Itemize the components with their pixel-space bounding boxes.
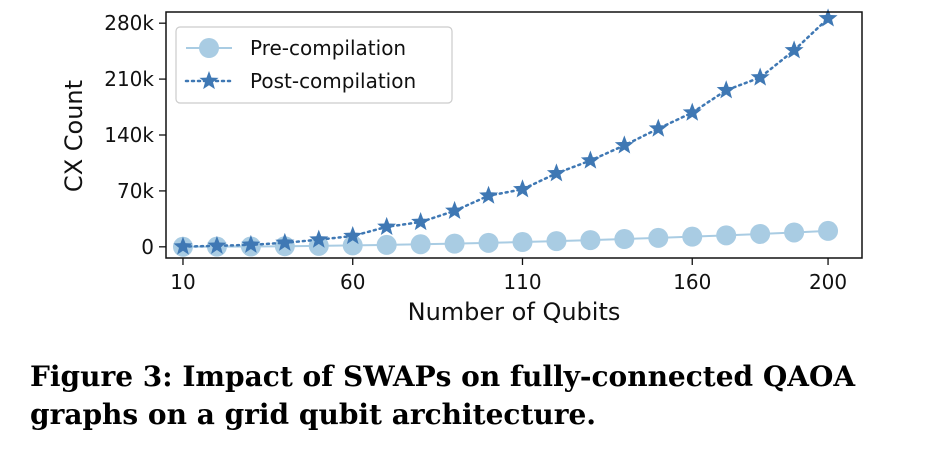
data-point <box>580 150 600 169</box>
legend-marker <box>199 38 219 58</box>
series-post-compilation <box>173 8 838 255</box>
data-point <box>377 216 397 235</box>
data-point <box>784 40 804 59</box>
data-point <box>308 235 329 256</box>
legend-frame <box>175 26 453 104</box>
data-point <box>444 233 465 254</box>
data-point <box>478 232 499 253</box>
data-point <box>512 179 532 198</box>
data-point <box>648 118 668 137</box>
figure-caption: Figure 3: Impact of SWAPs on fully-conne… <box>30 360 856 431</box>
data-point <box>784 222 805 243</box>
data-point <box>818 220 839 241</box>
y-axis-label: CX Count <box>60 80 88 192</box>
data-point <box>682 102 702 121</box>
chart: 10 60 110 160 200 0 70k 140k 210k 280k Number of… <box>60 8 863 326</box>
y-tick-label: 140k <box>104 123 154 147</box>
x-tick-label: 110 <box>503 270 541 294</box>
data-point <box>716 80 736 99</box>
data-point <box>342 235 363 256</box>
data-point <box>512 232 533 253</box>
series-pre-compilation <box>172 220 839 257</box>
data-point <box>173 236 193 255</box>
data-point <box>682 226 703 247</box>
data-point <box>818 8 838 27</box>
data-point <box>750 67 770 86</box>
legend-label: Pre-compilation <box>250 36 406 60</box>
y-axis-ticks: 0 70k 140k 210k 280k <box>104 11 166 259</box>
data-point <box>241 234 261 253</box>
y-tick-label: 0 <box>141 235 154 259</box>
x-tick-label: 200 <box>809 270 847 294</box>
x-axis-ticks: 10 60 110 160 200 <box>170 258 847 294</box>
legend-label: Post-compilation <box>250 69 416 93</box>
y-tick-label: 70k <box>117 179 154 203</box>
data-point <box>411 212 431 231</box>
data-point <box>716 225 737 246</box>
y-tick-label: 210k <box>104 67 154 91</box>
data-point <box>546 163 566 182</box>
legend-marker <box>199 71 219 90</box>
data-point <box>614 229 635 250</box>
data-point <box>376 234 397 255</box>
data-point <box>275 232 295 251</box>
data-point <box>410 234 431 255</box>
data-point <box>479 185 499 204</box>
data-point <box>614 135 634 154</box>
series-layer <box>172 8 839 257</box>
data-point <box>207 235 227 254</box>
data-point <box>546 231 567 252</box>
x-tick-label: 10 <box>170 270 195 294</box>
data-point <box>750 223 771 244</box>
x-tick-label: 60 <box>340 270 365 294</box>
legend-entries: Pre-compilation Post-compilation <box>184 36 416 93</box>
data-point <box>445 200 465 219</box>
data-point <box>580 230 601 251</box>
x-axis-label: Number of Qubits <box>408 298 621 326</box>
y-tick-label: 280k <box>104 11 154 35</box>
x-tick-label: 160 <box>673 270 711 294</box>
data-point <box>343 226 363 245</box>
data-point <box>309 229 329 248</box>
legend: Pre-compilation Post-compilation <box>175 26 453 104</box>
data-point <box>648 227 669 248</box>
